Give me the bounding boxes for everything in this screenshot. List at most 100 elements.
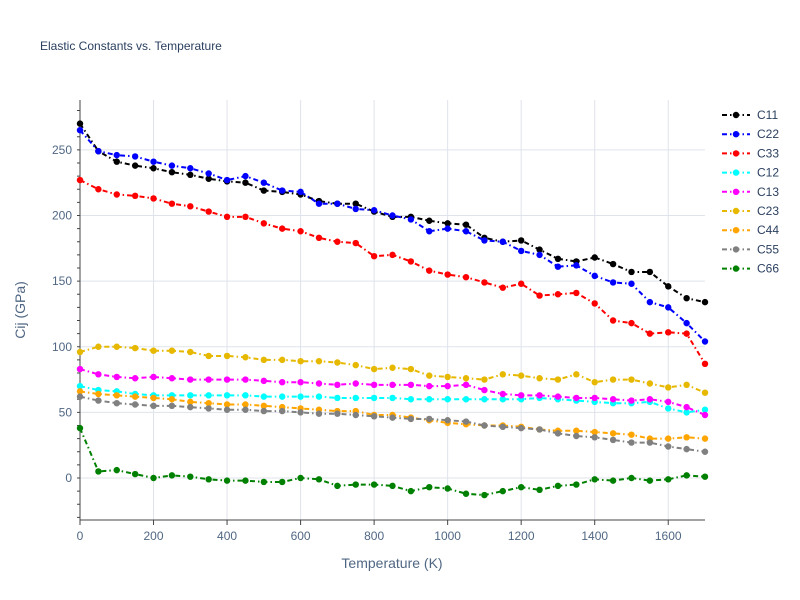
data-point-c66 xyxy=(683,472,690,479)
data-point-c66 xyxy=(665,476,672,483)
data-point-c13 xyxy=(683,403,690,411)
legend-item-c13[interactable]: C13 xyxy=(722,185,779,199)
data-point-c11 xyxy=(426,217,433,224)
data-point-c44 xyxy=(76,388,84,395)
data-point-c12 xyxy=(76,382,84,390)
legend-item-c44[interactable]: C44 xyxy=(722,223,779,237)
data-point-c11 xyxy=(554,255,562,263)
data-point-c66 xyxy=(444,485,451,492)
data-point-c55 xyxy=(591,434,598,441)
data-point-c55 xyxy=(426,415,433,423)
data-point-c33 xyxy=(370,252,378,260)
legend-item-c55[interactable]: C55 xyxy=(722,242,779,256)
data-point-c44 xyxy=(131,393,139,400)
legend-item-c11[interactable]: C11 xyxy=(722,108,778,122)
data-point-c23 xyxy=(517,372,525,379)
legend-item-c22[interactable]: C22 xyxy=(722,127,779,141)
data-point-c12 xyxy=(683,409,690,416)
data-point-c66 xyxy=(223,477,231,484)
data-point-c33 xyxy=(352,239,359,247)
data-point-c22 xyxy=(573,262,580,269)
data-point-c55 xyxy=(95,397,102,404)
data-point-c11 xyxy=(591,254,598,261)
legend-item-c33[interactable]: C33 xyxy=(722,146,779,160)
data-point-c33 xyxy=(187,203,194,210)
data-point-c66 xyxy=(242,477,249,484)
data-point-c66 xyxy=(95,468,102,475)
data-point-c11 xyxy=(76,120,84,127)
data-point-c55 xyxy=(315,410,323,417)
data-point-c13 xyxy=(131,375,139,382)
data-point-c23 xyxy=(297,357,304,365)
data-point-c55 xyxy=(444,417,451,424)
data-point-c23 xyxy=(683,381,690,389)
legend-label: C33 xyxy=(757,146,779,160)
data-point-c33 xyxy=(407,258,415,265)
data-point-c11 xyxy=(462,221,470,228)
data-point-c23 xyxy=(315,357,323,365)
data-point-c44 xyxy=(205,399,212,407)
data-point-c55 xyxy=(223,406,231,413)
data-point-c23 xyxy=(113,343,120,350)
data-point-c66 xyxy=(334,482,341,490)
legend-swatch-marker xyxy=(732,131,740,138)
series-c22 xyxy=(76,126,709,345)
data-point-c33 xyxy=(297,228,304,235)
data-point-c55 xyxy=(131,401,139,408)
data-point-c13 xyxy=(536,392,543,399)
data-point-c55 xyxy=(260,407,268,415)
data-point-c13 xyxy=(279,378,286,386)
y-tick-label: 150 xyxy=(52,274,72,288)
data-point-c11 xyxy=(242,179,249,186)
data-point-c12 xyxy=(701,406,709,413)
data-point-c13 xyxy=(113,373,120,381)
data-point-c22 xyxy=(389,212,396,219)
legend[interactable]: C11 C22 C33 C12 C13 C23 C44 C55 C66 xyxy=(722,108,779,276)
y-tick-label: 100 xyxy=(52,340,72,354)
data-point-c22 xyxy=(370,207,378,214)
data-point-c55 xyxy=(113,399,120,407)
data-point-c66 xyxy=(426,483,433,491)
legend-item-c12[interactable]: C12 xyxy=(722,166,779,180)
data-point-c23 xyxy=(76,348,84,356)
data-point-c12 xyxy=(334,394,341,402)
data-point-c66 xyxy=(554,482,562,490)
x-tick-label: 800 xyxy=(364,529,384,543)
axes: 0 200 400 600 800 1000 1200 1400 1600 0 50 100 150 20… xyxy=(52,100,705,543)
data-point-c66 xyxy=(499,487,506,495)
series-c66 xyxy=(76,424,709,499)
data-point-c44 xyxy=(701,435,709,442)
data-point-c22 xyxy=(646,298,654,306)
data-point-c13 xyxy=(334,381,341,389)
data-point-c23 xyxy=(591,378,598,386)
data-point-c23 xyxy=(223,352,231,360)
data-point-c23 xyxy=(407,365,415,373)
x-tick-label: 0 xyxy=(77,529,84,543)
data-point-c13 xyxy=(370,381,378,389)
data-point-c12 xyxy=(665,405,672,412)
data-point-c55 xyxy=(279,407,286,415)
data-point-c55 xyxy=(205,405,212,412)
data-point-c22 xyxy=(665,304,672,311)
data-point-c23 xyxy=(205,352,212,360)
legend-label: C12 xyxy=(757,166,779,180)
data-point-c23 xyxy=(95,343,102,350)
data-point-c23 xyxy=(665,384,672,391)
data-point-c33 xyxy=(279,225,286,232)
data-point-c33 xyxy=(426,267,433,274)
legend-label: C66 xyxy=(757,262,779,276)
data-point-c44 xyxy=(683,434,690,441)
data-point-c44 xyxy=(609,430,617,437)
legend-label: C55 xyxy=(757,242,779,256)
data-point-c55 xyxy=(628,439,635,446)
legend-swatch-marker xyxy=(732,188,740,195)
data-point-c22 xyxy=(297,188,304,196)
data-point-c13 xyxy=(297,378,304,386)
data-point-c22 xyxy=(315,200,323,207)
data-point-c55 xyxy=(352,411,359,419)
legend-item-c23[interactable]: C23 xyxy=(722,204,779,218)
data-point-c13 xyxy=(352,380,359,387)
data-point-c23 xyxy=(260,356,268,364)
legend-item-c66[interactable]: C66 xyxy=(722,262,779,276)
